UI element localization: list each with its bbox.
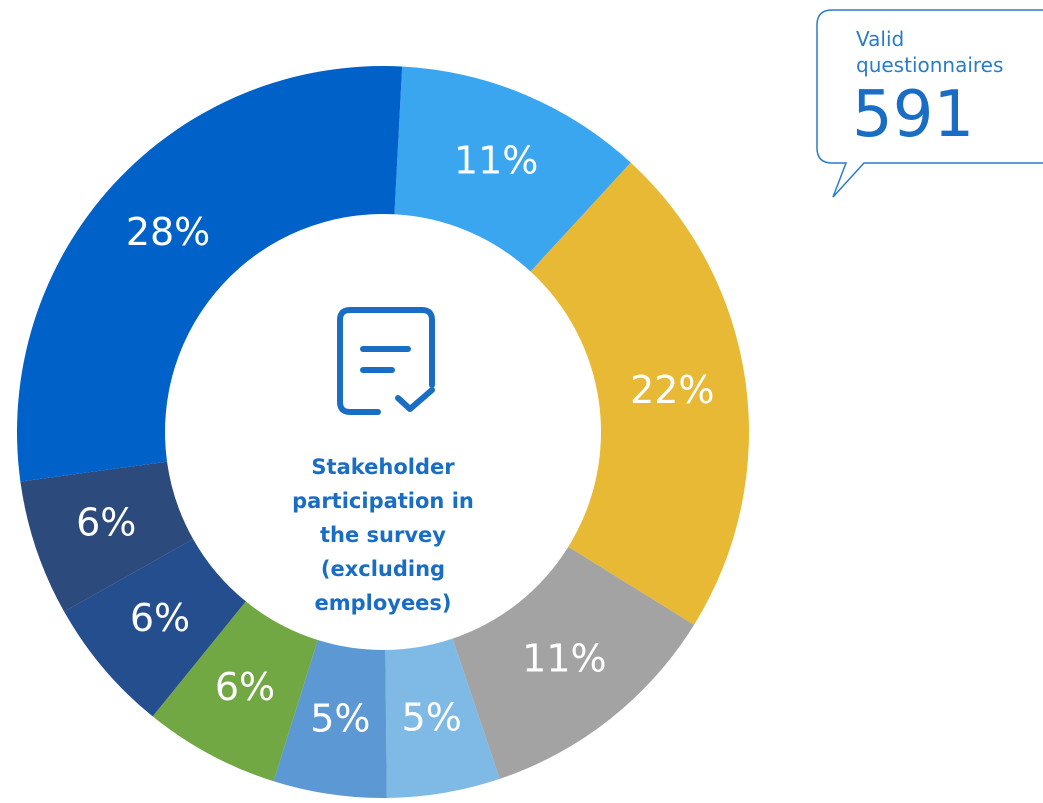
- donut-segment: [16, 66, 403, 482]
- data-label: 6%: [130, 596, 190, 640]
- donut-segment: [394, 66, 631, 272]
- callout-label: Valid questionnaires: [856, 27, 1004, 77]
- donut-segment: [452, 546, 695, 779]
- donut-segment: [64, 539, 246, 717]
- data-label: 5%: [310, 696, 370, 740]
- document-icon: [337, 307, 435, 415]
- donut-segment: [530, 162, 749, 625]
- donut-segment: [152, 601, 318, 782]
- donut-segment: [385, 638, 500, 798]
- donut-segment: [20, 461, 194, 612]
- callout: [816, 9, 1043, 198]
- data-label: 11%: [522, 636, 606, 680]
- donut-segment: [273, 640, 387, 798]
- data-label: 6%: [215, 665, 275, 709]
- data-label: 11%: [454, 138, 538, 182]
- data-label: 6%: [76, 501, 136, 545]
- callout-value: 591: [852, 78, 975, 152]
- data-label: 5%: [402, 695, 462, 739]
- data-label: 22%: [630, 368, 714, 412]
- chart-title: Stakeholder participation in the survey …: [292, 455, 474, 615]
- data-label: 28%: [126, 210, 210, 254]
